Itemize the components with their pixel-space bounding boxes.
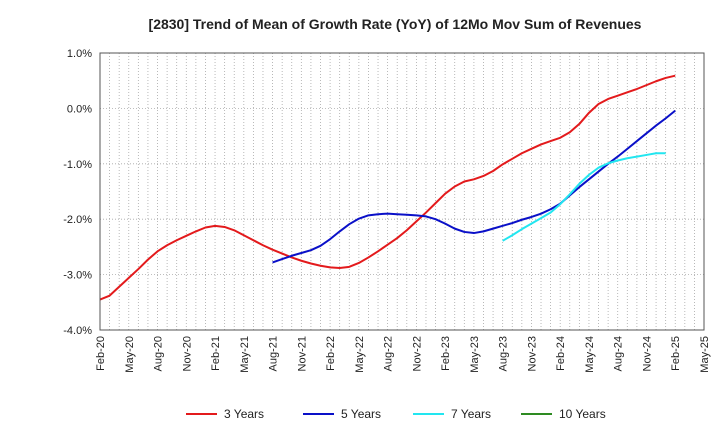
x-tick-label: Nov-24 <box>641 336 653 371</box>
x-tick-label: May-24 <box>584 336 596 373</box>
legend-label: 10 Years <box>559 407 606 421</box>
series-lines <box>99 74 676 301</box>
y-tick-label: 1.0% <box>67 48 92 60</box>
x-tick-label: Nov-23 <box>526 336 538 371</box>
x-tick-label: Aug-20 <box>153 336 165 371</box>
y-tick-label: -2.0% <box>63 214 92 226</box>
x-tick-label: May-22 <box>354 336 366 373</box>
legend-label: 3 Years <box>224 407 264 421</box>
y-axis: 1.0% 0.0% -1.0% -2.0% -3.0% -4.0% <box>63 48 92 337</box>
x-tick-label: Feb-25 <box>670 336 682 371</box>
x-tick-label: Aug-23 <box>498 336 510 371</box>
x-tick-label: May-20 <box>124 336 136 373</box>
x-tick-label: Aug-21 <box>268 336 280 371</box>
x-tick-label: Feb-24 <box>555 336 567 371</box>
legend: 3 Years 5 Years 7 Years 10 Years <box>186 407 606 421</box>
x-tick-label: May-25 <box>699 336 711 373</box>
legend-label: 5 Years <box>341 407 381 421</box>
y-tick-label: -3.0% <box>63 270 92 282</box>
grid <box>100 52 704 331</box>
x-tick-label: Feb-23 <box>440 336 452 371</box>
series-line-7-years <box>502 152 666 242</box>
x-tick-label: Feb-20 <box>95 336 107 371</box>
x-tick-label: Feb-22 <box>325 336 337 371</box>
legend-label: 7 Years <box>451 407 491 421</box>
x-tick-label: Nov-20 <box>181 336 193 371</box>
x-tick-label: Aug-24 <box>613 336 625 371</box>
x-tick-label: May-21 <box>239 336 251 373</box>
plot-area <box>99 52 705 331</box>
y-tick-label: 0.0% <box>67 103 92 115</box>
series-line-3-years <box>99 74 676 301</box>
y-tick-label: -1.0% <box>63 159 92 171</box>
x-axis: Feb-20 May-20 Aug-20 Nov-20 Feb-21 May-21 Aug-… <box>95 336 711 373</box>
x-tick-label: Nov-22 <box>411 336 423 371</box>
x-tick-label: Aug-22 <box>383 336 395 371</box>
chart-title: [2830] Trend of Mean of Growth Rate (YoY… <box>149 16 642 32</box>
x-tick-label: Feb-21 <box>210 336 222 371</box>
x-tick-label: Nov-21 <box>296 336 308 371</box>
y-tick-label: -4.0% <box>63 325 92 337</box>
x-tick-label: May-23 <box>469 336 481 373</box>
